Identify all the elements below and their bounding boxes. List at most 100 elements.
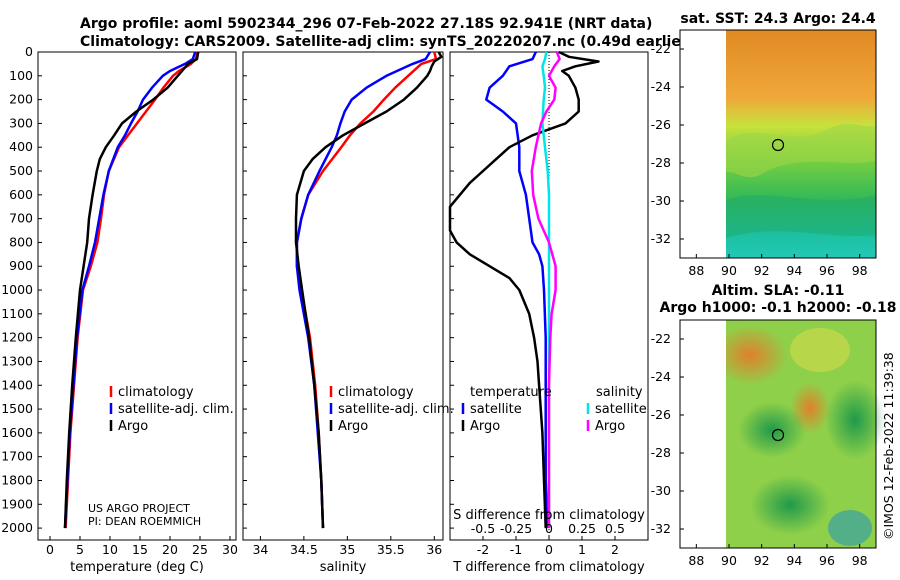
x-tick-label: -2 [477, 542, 489, 557]
sla-high-blob [712, 325, 788, 385]
series-line-s-argo [530, 51, 561, 529]
x-tick-label: 34.5 [290, 542, 318, 557]
argo-location-marker [771, 138, 785, 152]
title-line-2: Climatology: CARS2009. Satellite-adj cli… [80, 34, 694, 50]
x-tick-label: -1 [510, 542, 522, 557]
legend-temperature-heading: temperature [470, 385, 552, 400]
legend-climatology: climatology [338, 385, 414, 400]
x-tick-label: 5 [76, 542, 84, 557]
map-y-tick-label: -26 [651, 407, 671, 422]
map-y-tick-label: -28 [651, 155, 671, 170]
x-tick-label: 0 [46, 542, 54, 557]
legend-satellite: satellite-adj. clim. [338, 402, 454, 417]
legend-t-argo: Argo [470, 419, 500, 434]
x-tick-label: 20 [162, 542, 178, 557]
depth-tick-label: 1600 [1, 425, 33, 440]
depth-tick-label: 0 [25, 44, 33, 59]
sla-land-mask [680, 320, 726, 548]
map-x-tick-label: 94 [786, 263, 802, 278]
difference-plot: -2 -1 0 1 2 -0.5 -0.25 0 0.25 0.5 [448, 50, 625, 557]
sla-mid-blob [790, 328, 850, 372]
depth-tick-label: 1300 [1, 353, 33, 368]
x2-tick-label: 0.25 [568, 521, 596, 536]
map-x-tick-label: 98 [852, 553, 868, 568]
map-y-tick-label: -26 [651, 117, 671, 132]
legend-argo: Argo [338, 419, 368, 434]
x-tick-label: 2 [611, 542, 619, 557]
sla-map-title-1: Altim. SLA: -0.11 [712, 283, 845, 299]
x2-tick-label: 0.5 [605, 521, 625, 536]
sst-cool-band [726, 195, 876, 238]
series-line-t-argo [448, 50, 600, 529]
sst-land-mask [680, 30, 726, 258]
legend-argo: Argo [118, 419, 148, 434]
depth-tick-label: 500 [9, 163, 33, 178]
sst-map-axes: 88 90 92 94 96 98 -22 -24 -26 -28 -30 -32 [651, 41, 868, 278]
depth-tick-label: 1100 [1, 306, 33, 321]
x-tick-label: 35.5 [377, 542, 405, 557]
salinity-plot: 34 34.5 35 35.5 36 [252, 51, 443, 557]
sla-low-blob [828, 510, 872, 546]
series-line-s-satellite [541, 51, 551, 529]
series-line-t-satellite [485, 51, 549, 529]
map-x-tick-label: 92 [754, 553, 770, 568]
map-y-tick-label: -30 [651, 483, 671, 498]
tdiff-xlabel: T difference from climatology [452, 560, 645, 575]
legend-s-satellite: satellite [595, 402, 647, 417]
depth-tick-label: 300 [9, 115, 33, 130]
depth-tick-label: 1400 [1, 377, 33, 392]
sst-map: 88 90 92 94 96 98 -22 -24 -26 -28 -30 -32 [651, 29, 877, 278]
map-x-tick-label: 96 [819, 263, 835, 278]
x-tick-label: 0 [545, 542, 553, 557]
legend-satellite: satellite-adj. clim. [118, 402, 234, 417]
map-y-tick-label: -24 [651, 369, 671, 384]
map-y-tick-label: -32 [651, 231, 671, 246]
sla-map-frame [679, 319, 877, 549]
temperature-xlabel: temperature (deg C) [70, 560, 204, 575]
sla-map-title-2: Argo h1000: -0.1 h2000: -0.18 [660, 300, 897, 316]
sst-map-frame [679, 29, 877, 259]
x-tick-label: 10 [102, 542, 118, 557]
legend-salinity-heading: salinity [596, 385, 643, 400]
sla-low-blob [750, 475, 830, 535]
map-x-tick-label: 88 [688, 263, 704, 278]
depth-tick-label: 1000 [1, 282, 33, 297]
x2-tick-label: -0.5 [471, 521, 495, 536]
depth-tick-label: 1900 [1, 496, 33, 511]
x-tick-label: 15 [132, 542, 148, 557]
sst-map-title: sat. SST: 24.3 Argo: 24.4 [680, 11, 876, 27]
depth-tick-label: 1800 [1, 472, 33, 487]
series-line-satellite-adj-clim- [63, 51, 197, 529]
map-y-tick-label: -22 [651, 41, 671, 56]
salinity-panel [242, 51, 444, 541]
credit-line-1: US ARGO PROJECT [88, 502, 190, 515]
sla-map-axes: 88 90 92 94 96 98 -22 -24 -26 -28 -30 -32 [651, 331, 868, 568]
series-line-argo [294, 51, 443, 529]
map-x-tick-label: 92 [754, 263, 770, 278]
x-tick-label: 25 [192, 542, 208, 557]
depth-tick-label: 2000 [1, 520, 33, 535]
legend-climatology: climatology [118, 385, 194, 400]
imos-timestamp: ©IMOS 12-Feb-2022 11:39:38 [881, 352, 896, 540]
depth-tick-label: 1700 [1, 449, 33, 464]
legend-t-satellite: satellite [470, 402, 522, 417]
map-x-tick-label: 96 [819, 553, 835, 568]
temperature-panel [37, 51, 237, 541]
sla-low-blob [738, 402, 806, 458]
salinity-legend: climatology satellite-adj. clim. Argo [329, 385, 454, 434]
x-tick-label: 1 [578, 542, 586, 557]
x-tick-label: 34 [252, 542, 268, 557]
depth-tick-label: 600 [9, 187, 33, 202]
depth-tick-label: 1200 [1, 330, 33, 345]
argo-location-marker [771, 428, 785, 442]
map-x-tick-label: 90 [721, 553, 737, 568]
depth-tick-label: 800 [9, 234, 33, 249]
temperature-plot: 0 5 10 15 20 25 30 [46, 51, 238, 557]
credit-line-2: PI: DEAN ROEMMICH [88, 515, 201, 528]
map-y-tick-label: -30 [651, 193, 671, 208]
x2-tick-label: 0 [545, 521, 553, 536]
legend-s-argo: Argo [595, 419, 625, 434]
map-x-tick-label: 88 [688, 553, 704, 568]
x2-tick-label: -0.25 [500, 521, 532, 536]
